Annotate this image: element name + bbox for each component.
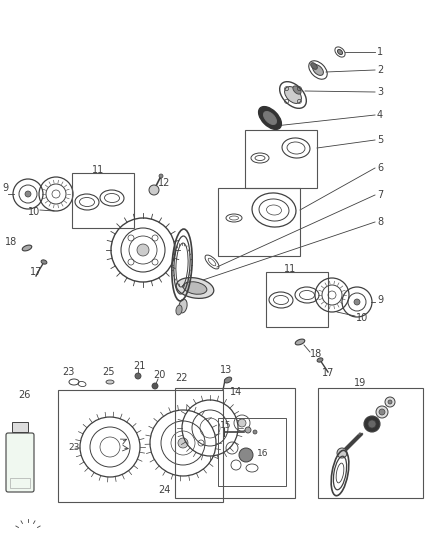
Text: 11: 11 (92, 165, 104, 175)
Circle shape (137, 244, 149, 256)
Text: 25: 25 (102, 367, 114, 377)
Circle shape (159, 174, 163, 178)
Ellipse shape (313, 64, 323, 75)
Circle shape (242, 451, 250, 459)
Text: 9: 9 (377, 295, 383, 305)
Bar (58, 390, 223, 502)
Circle shape (135, 373, 141, 379)
Text: 13: 13 (220, 365, 232, 375)
Bar (72, 173, 134, 228)
Text: 20: 20 (153, 370, 166, 380)
Text: 22: 22 (175, 373, 187, 383)
Ellipse shape (295, 339, 305, 345)
Ellipse shape (179, 299, 187, 313)
Text: 24: 24 (158, 485, 170, 495)
Text: 1: 1 (377, 47, 383, 57)
Ellipse shape (293, 86, 301, 94)
Text: 12: 12 (158, 178, 170, 188)
Ellipse shape (176, 278, 214, 298)
Bar (266, 272, 328, 327)
Text: 4: 4 (377, 110, 383, 120)
Text: 26: 26 (18, 390, 30, 400)
Text: 21: 21 (133, 361, 145, 371)
Text: 9: 9 (2, 183, 8, 193)
Ellipse shape (337, 50, 343, 54)
Text: 16: 16 (257, 448, 268, 457)
Bar (245, 130, 317, 188)
Circle shape (385, 397, 395, 407)
Text: 14: 14 (230, 387, 242, 397)
Bar (10, 478, 30, 488)
Circle shape (239, 448, 253, 462)
Ellipse shape (224, 377, 232, 383)
Bar (218, 418, 286, 486)
Text: 10: 10 (28, 207, 40, 217)
FancyBboxPatch shape (6, 433, 34, 492)
Text: 18: 18 (310, 349, 322, 359)
Text: 3: 3 (377, 87, 383, 97)
Ellipse shape (264, 111, 276, 125)
Circle shape (337, 448, 347, 458)
Ellipse shape (106, 380, 114, 384)
Ellipse shape (317, 358, 323, 362)
Text: 2: 2 (377, 65, 383, 75)
Text: 23: 23 (62, 367, 74, 377)
Circle shape (379, 409, 385, 415)
Circle shape (368, 420, 376, 428)
Ellipse shape (183, 282, 207, 294)
Circle shape (245, 427, 251, 433)
Ellipse shape (22, 245, 32, 251)
Text: 18: 18 (5, 237, 17, 247)
Circle shape (388, 400, 392, 404)
Text: 6: 6 (377, 163, 383, 173)
Text: 5: 5 (377, 135, 383, 145)
Text: 8: 8 (377, 217, 383, 227)
Bar (175, 388, 295, 498)
Text: 17: 17 (30, 267, 42, 277)
Ellipse shape (311, 63, 318, 69)
Bar (218, 188, 300, 256)
Text: 19: 19 (354, 378, 366, 388)
Circle shape (149, 185, 159, 195)
Text: 17: 17 (322, 368, 334, 378)
Circle shape (364, 416, 380, 432)
Circle shape (25, 191, 31, 197)
Circle shape (152, 383, 158, 389)
Circle shape (238, 419, 246, 427)
Circle shape (376, 406, 388, 418)
Text: 7: 7 (377, 190, 383, 200)
Text: 11: 11 (284, 264, 296, 274)
Circle shape (178, 438, 188, 448)
Text: 15: 15 (220, 422, 232, 431)
Bar (318, 388, 423, 498)
Bar (12, 422, 28, 432)
Ellipse shape (176, 305, 182, 315)
Circle shape (253, 430, 257, 434)
Text: 23: 23 (68, 442, 79, 451)
Ellipse shape (285, 86, 301, 103)
Text: 10: 10 (356, 313, 368, 323)
Ellipse shape (41, 260, 47, 264)
Ellipse shape (258, 107, 281, 130)
Circle shape (354, 299, 360, 305)
